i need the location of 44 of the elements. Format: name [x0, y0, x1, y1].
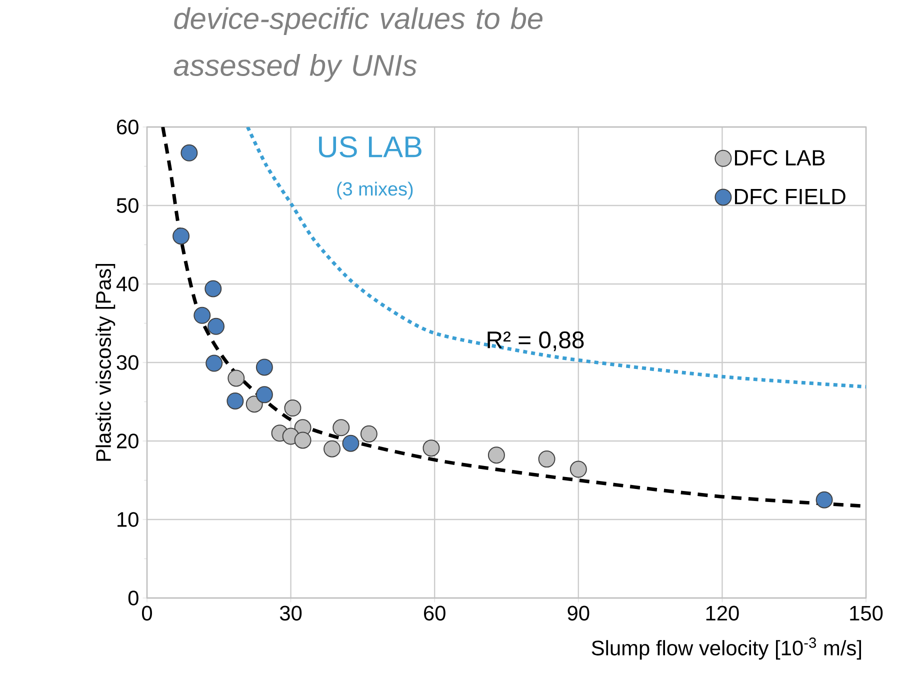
- x-tick-label: 30: [280, 606, 302, 621]
- x-tick-label: 150: [850, 606, 883, 621]
- annotation: R² = 0,88: [488, 331, 584, 352]
- x-axis-title: Slump flow velocity [10$^{-3}$ m/s]: [592, 638, 862, 660]
- point: [284, 400, 302, 417]
- chart-title: device-specific values to be assessed by UNIs: [174, 7, 542, 82]
- point: [332, 419, 350, 436]
- x-tick-label: 60: [424, 606, 446, 621]
- x-tick-label: 0: [142, 606, 152, 621]
- point: [816, 491, 833, 508]
- point: [228, 370, 245, 387]
- legend-label: DFC FIELD: [734, 188, 846, 204]
- annotation: (3 mixes): [337, 182, 413, 200]
- x-tick-label: 90: [568, 606, 590, 621]
- legend-label: DFC LAB: [734, 150, 825, 166]
- point: [570, 460, 587, 478]
- point: [488, 446, 505, 464]
- point: [256, 386, 273, 404]
- series-label: US LAB: [319, 136, 422, 158]
- point: [360, 425, 378, 442]
- point: [226, 392, 244, 410]
- line-series: [246, 127, 866, 389]
- point: [172, 228, 190, 245]
- point: [180, 144, 198, 162]
- y-tick-label: 10: [118, 512, 138, 527]
- y-tick-label: 30: [116, 355, 138, 370]
- point: [422, 440, 440, 457]
- y-tick-label: 50: [116, 198, 138, 213]
- y-tick-label: 20: [117, 434, 138, 448]
- point: [256, 358, 273, 376]
- point: [204, 280, 222, 298]
- x-tick-label: 120: [706, 606, 739, 621]
- point: [206, 354, 223, 372]
- y-tick-label: 0: [128, 590, 138, 606]
- y-tick-label: 40: [116, 276, 138, 292]
- point: [324, 440, 341, 458]
- point: [538, 450, 556, 468]
- point: [208, 318, 225, 335]
- point: [194, 306, 211, 324]
- y-axis-title: Plastic viscosity [Pas]: [96, 264, 116, 461]
- point: [294, 432, 312, 449]
- point: [342, 434, 360, 452]
- y-tick-label: 60: [117, 120, 138, 134]
- point: [246, 396, 263, 413]
